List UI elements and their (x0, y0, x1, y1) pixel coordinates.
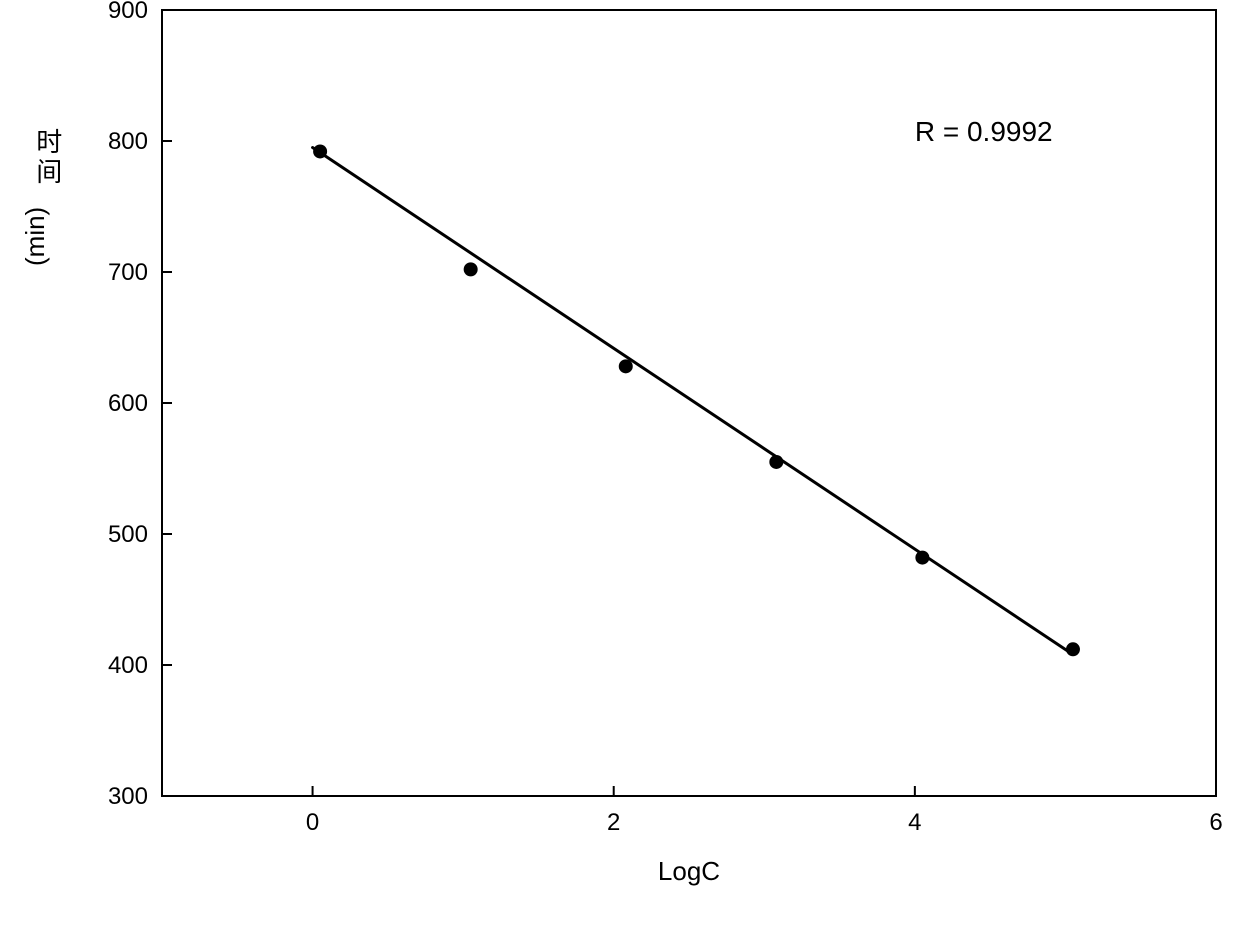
data-point (769, 455, 783, 469)
data-point (313, 144, 327, 158)
data-point (1066, 642, 1080, 656)
y-axis-label-cn: 时间 (30, 128, 64, 188)
y-tick-label: 800 (108, 128, 148, 155)
y-tick-label: 500 (108, 521, 148, 548)
data-point (464, 262, 478, 276)
data-point (619, 359, 633, 373)
y-tick-label: 900 (108, 0, 148, 24)
plot-frame (162, 10, 1216, 796)
chart-container: 0246300400500600700800900LogCR = 0.9992 … (0, 0, 1240, 928)
data-point (915, 551, 929, 565)
y-tick-label: 700 (108, 259, 148, 286)
r-value-annotation: R = 0.9992 (915, 116, 1053, 147)
y-tick-label: 600 (108, 390, 148, 417)
x-tick-label: 4 (908, 809, 921, 836)
y-axis-label-unit: (min) (20, 207, 51, 266)
x-axis-label: LogC (658, 856, 720, 886)
x-tick-label: 2 (607, 809, 620, 836)
y-tick-label: 400 (108, 652, 148, 679)
x-tick-label: 0 (306, 809, 319, 836)
regression-line (313, 148, 1073, 655)
y-tick-label: 300 (108, 783, 148, 810)
scatter-chart: 0 2 4 6 300 400 500 600 700 800 900 LogC R = 0.9992 (0, 0, 1240, 928)
x-tick-label: 6 (1209, 809, 1222, 836)
